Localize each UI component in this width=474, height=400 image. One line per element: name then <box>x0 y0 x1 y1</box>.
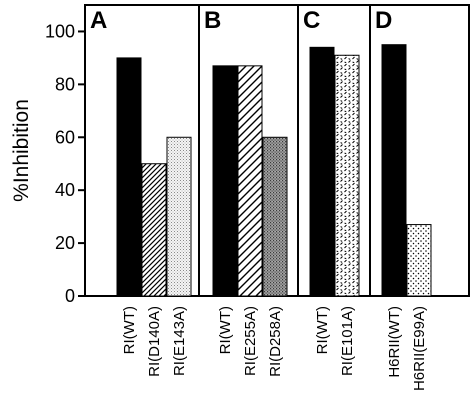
category-labels: RI(WT) RI(D140A) RI(E143A) RI(WT) RI(E255A) R… <box>121 306 428 391</box>
y-axis: 0 20 40 60 80 100 %Inhibition <box>10 21 85 306</box>
category-label: RI(E101A) <box>339 306 356 376</box>
category-label: RI(D258A) <box>267 306 284 377</box>
y-tick-label: 80 <box>55 74 75 94</box>
category-label: RI(E143A) <box>171 306 188 376</box>
category-label: H6RII(E99A) <box>411 306 428 391</box>
category-label: RI(E255A) <box>242 306 259 376</box>
y-tick-label: 100 <box>45 21 75 41</box>
bar <box>116 57 142 297</box>
bar <box>212 65 238 297</box>
bar <box>166 136 192 297</box>
bars <box>116 44 432 297</box>
bar <box>262 136 288 297</box>
category-label: RI(WT) <box>314 306 331 354</box>
y-axis-title: %Inhibition <box>10 99 33 202</box>
bar <box>141 163 167 297</box>
bar <box>334 54 360 297</box>
category-label: RI(WT) <box>217 306 234 354</box>
category-label: RI(D140A) <box>146 306 163 377</box>
panel-label: C <box>303 7 320 34</box>
bar <box>309 46 335 297</box>
y-tick-label: 0 <box>65 286 75 306</box>
category-label: H6RII(WT) <box>386 306 403 378</box>
bar <box>406 224 432 297</box>
bar <box>237 65 263 297</box>
panel-label: B <box>204 7 221 34</box>
panel-label: D <box>375 7 392 34</box>
y-tick-label: 20 <box>55 233 75 253</box>
panel-label: A <box>90 7 107 34</box>
bar <box>381 44 407 297</box>
y-tick-label: 40 <box>55 180 75 200</box>
category-label: RI(WT) <box>121 306 138 354</box>
y-tick-label: 60 <box>55 127 75 147</box>
